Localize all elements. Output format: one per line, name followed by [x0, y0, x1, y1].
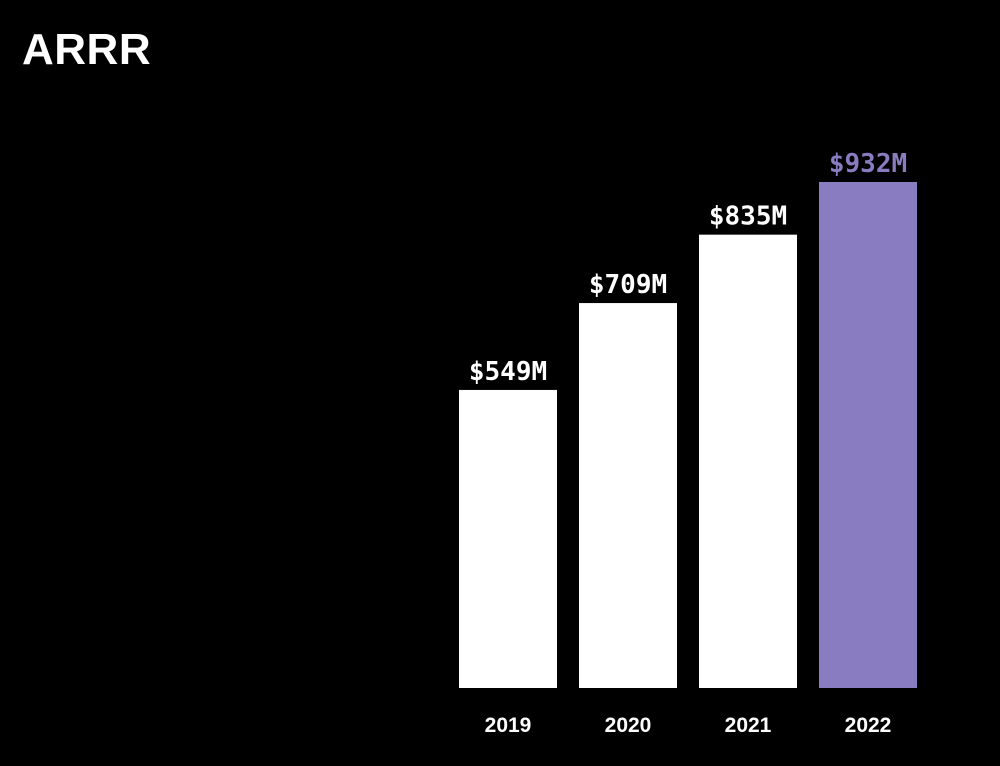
data-label-2020: $709M — [589, 270, 667, 300]
x-tick-label-2019: 2019 — [485, 714, 532, 737]
data-label-2021: $835M — [709, 202, 787, 232]
bar-2020 — [579, 303, 677, 688]
bar-2019 — [459, 389, 557, 688]
chart-title: ARRR — [22, 25, 152, 74]
data-label-2019: $549M — [469, 357, 547, 387]
x-tick-label-2022: 2022 — [845, 714, 892, 737]
x-tick-label-2021: 2021 — [725, 714, 772, 737]
x-tick-label-2020: 2020 — [605, 714, 652, 737]
data-label-2022: $932M — [829, 149, 907, 179]
bar-2021 — [699, 234, 797, 688]
bar-2022 — [819, 182, 917, 688]
